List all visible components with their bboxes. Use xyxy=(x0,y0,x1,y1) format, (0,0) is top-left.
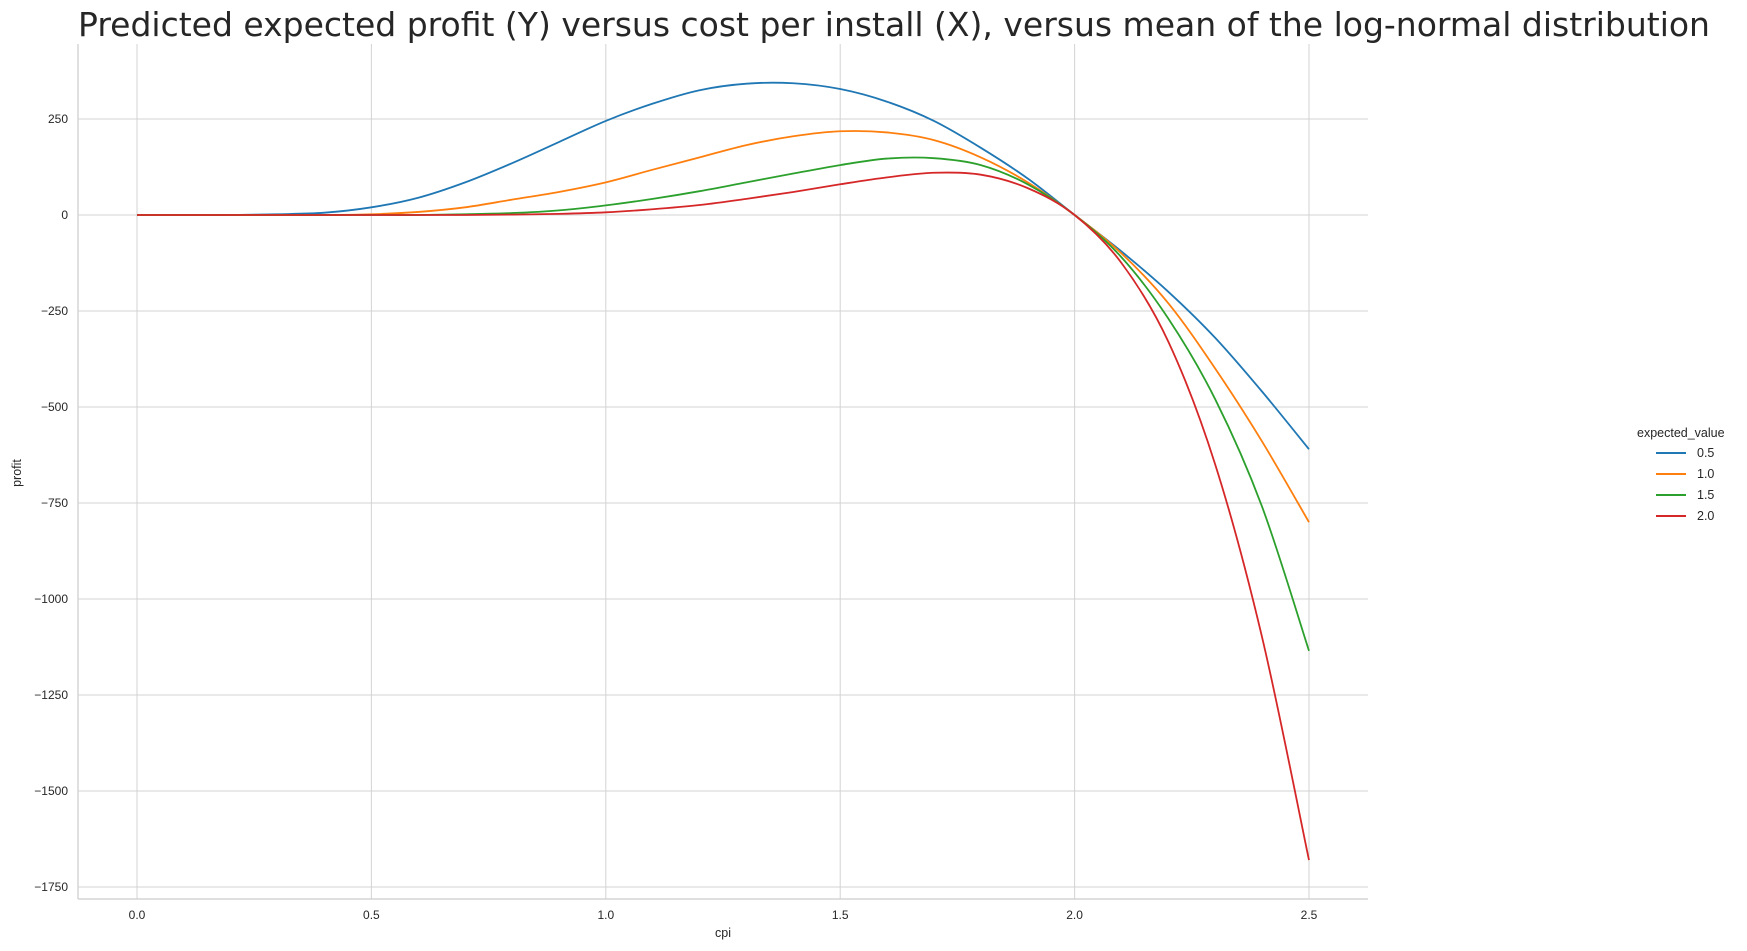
series-lines xyxy=(137,81,1310,861)
legend-label: 0.5 xyxy=(1697,446,1714,460)
y-tick-label: −1500 xyxy=(34,784,68,798)
series-line-2.0 xyxy=(137,171,1310,861)
series-line-1.5 xyxy=(137,156,1310,652)
series-line-0.5 xyxy=(137,81,1310,450)
y-tick-label: 250 xyxy=(48,112,68,126)
x-axis-label: cpi xyxy=(715,926,731,940)
legend-label: 1.5 xyxy=(1697,488,1714,502)
y-axis-label: profit xyxy=(10,459,24,487)
x-tick-label: 2.5 xyxy=(1301,908,1318,922)
y-tick-label: −500 xyxy=(41,400,68,414)
y-tick-label: −250 xyxy=(41,304,68,318)
chart-title: Predicted expected profit (Y) versus cos… xyxy=(78,5,1710,44)
y-tick-label: −1750 xyxy=(34,880,68,894)
legend-title: expected_value xyxy=(1637,426,1725,440)
tick-labels: 0.0 0.5 1.0 1.5 2.0 2.5 250 0 −250 −500 −750 −1000 −… xyxy=(34,112,1317,922)
grid xyxy=(78,44,1368,899)
x-tick-label: 1.0 xyxy=(597,908,614,922)
x-tick-label: 0.5 xyxy=(363,908,380,922)
series-line-1.0 xyxy=(137,130,1310,523)
x-tick-label: 2.0 xyxy=(1066,908,1083,922)
legend-label: 1.0 xyxy=(1697,467,1714,481)
y-tick-label: −750 xyxy=(41,496,68,510)
legend: expected_value 0.5 1.0 1.5 2.0 xyxy=(1637,426,1725,523)
y-tick-label: 0 xyxy=(61,208,68,222)
y-tick-label: −1250 xyxy=(34,688,68,702)
y-tick-label: −1000 xyxy=(34,592,68,606)
x-tick-label: 1.5 xyxy=(832,908,849,922)
legend-label: 2.0 xyxy=(1697,509,1714,523)
x-tick-label: 0.0 xyxy=(129,908,146,922)
